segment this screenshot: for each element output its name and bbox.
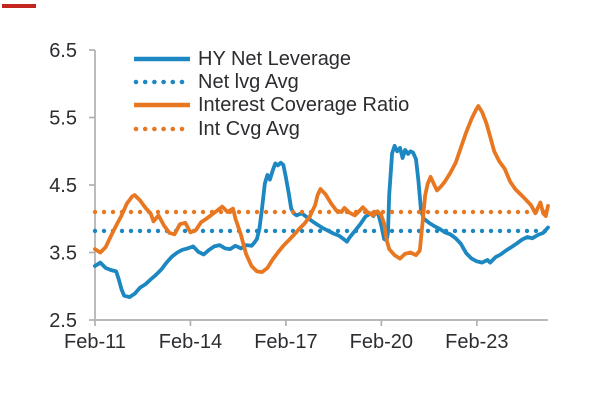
legend-label: Interest Coverage Ratio	[198, 94, 410, 117]
y-tick-label: 5.5	[49, 108, 77, 130]
legend-swatch-blue-solid-line	[134, 56, 190, 61]
legend: HY Net Leverage Net lvg Avg Interest Cov…	[133, 47, 409, 140]
legend-label: Net lvg Avg	[198, 70, 299, 93]
y-tick-label: 2.5	[49, 310, 77, 332]
legend-swatch-orange-solid-line	[134, 102, 190, 108]
x-tick-label: Feb-14	[159, 331, 222, 353]
legend-label: Int Cvg Avg	[198, 117, 300, 140]
red-dash-mark	[2, 4, 36, 8]
x-tick-label: Feb-20	[350, 331, 413, 353]
legend-item-int-cvg-avg: Int Cvg Avg	[133, 117, 409, 140]
x-tick-label: Feb-23	[445, 331, 508, 353]
x-tick-label: Feb-17	[254, 331, 317, 353]
legend-item-net-lvg-avg: Net lvg Avg	[133, 70, 409, 93]
legend-swatch-blue-dotted-line	[133, 79, 191, 85]
y-tick-label: 6.5	[49, 40, 77, 62]
legend-label: HY Net Leverage	[198, 47, 352, 70]
legend-swatch-orange-dotted-line	[133, 126, 191, 131]
y-tick-label: 3.5	[49, 243, 77, 265]
legend-item-hy-net-leverage: HY Net Leverage	[133, 47, 409, 70]
series-line-2	[93, 104, 550, 275]
y-tick-label: 4.5	[49, 175, 77, 197]
x-tick-label: Feb-11	[64, 331, 126, 353]
legend-item-interest-coverage-ratio: Interest Coverage Ratio	[133, 94, 409, 117]
